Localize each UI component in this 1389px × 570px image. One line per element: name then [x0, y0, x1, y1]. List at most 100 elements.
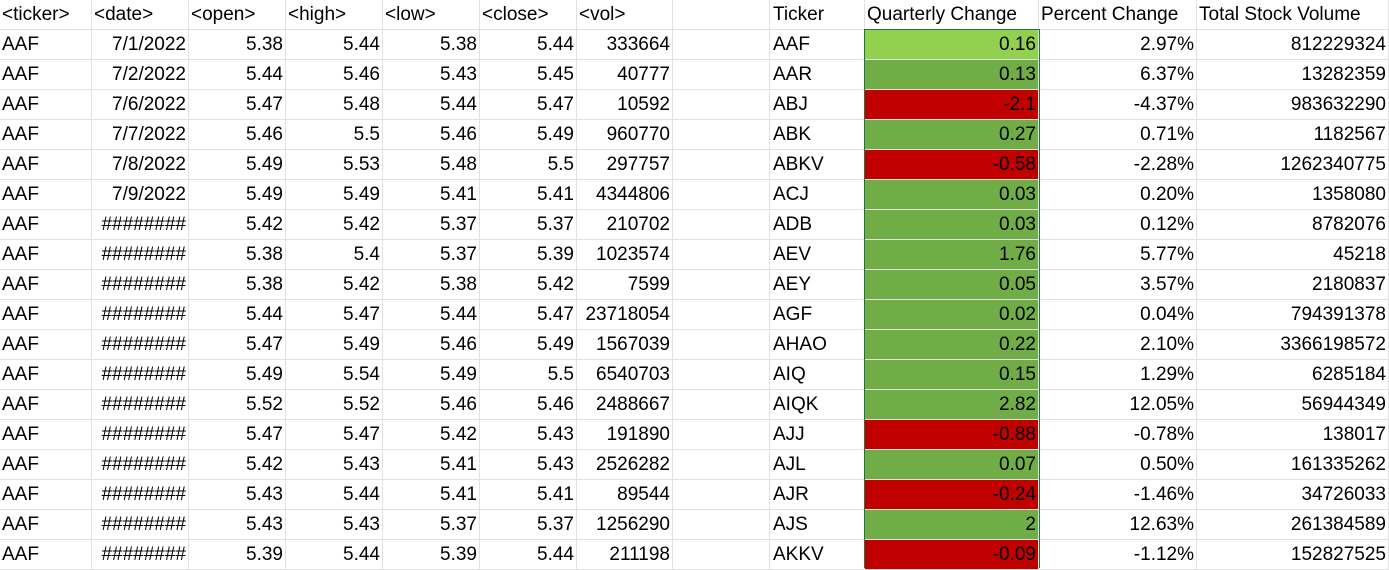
cell-high[interactable]: 5.42	[286, 270, 383, 300]
cell-percent-change[interactable]: -4.37%	[1039, 90, 1197, 120]
empty-cell[interactable]	[673, 150, 770, 180]
cell-date[interactable]: ########	[92, 480, 189, 510]
cell-quarterly-change[interactable]: 0.15	[865, 360, 1039, 390]
cell-total-stock-volume[interactable]: 161335262	[1197, 450, 1389, 480]
cell-quarterly-change[interactable]: -2.1	[865, 90, 1039, 120]
cell-close[interactable]: 5.43	[480, 420, 577, 450]
cell-open[interactable]: 5.39	[189, 540, 286, 570]
cell-date[interactable]: ########	[92, 240, 189, 270]
cell-quarterly-change[interactable]: 1.76	[865, 240, 1039, 270]
cell-low[interactable]: 5.38	[383, 270, 480, 300]
cell-high[interactable]: 5.43	[286, 510, 383, 540]
cell-date[interactable]: ########	[92, 510, 189, 540]
cell-high[interactable]: 5.42	[286, 210, 383, 240]
cell-high[interactable]: 5.47	[286, 420, 383, 450]
cell-high[interactable]: 5.43	[286, 450, 383, 480]
cell-high[interactable]: 5.49	[286, 330, 383, 360]
cell-vol[interactable]: 960770	[577, 120, 673, 150]
cell-open[interactable]: 5.38	[189, 30, 286, 60]
cell-summary-ticker[interactable]: ABKV	[770, 150, 865, 180]
cell-ticker[interactable]: AAF	[0, 330, 92, 360]
cell-open[interactable]: 5.52	[189, 390, 286, 420]
cell-open[interactable]: 5.38	[189, 270, 286, 300]
cell-total-stock-volume[interactable]: 6285184	[1197, 360, 1389, 390]
cell-low[interactable]: 5.46	[383, 330, 480, 360]
cell-ticker[interactable]: AAF	[0, 300, 92, 330]
cell-high[interactable]: 5.44	[286, 30, 383, 60]
header-date[interactable]: <date>	[92, 0, 189, 30]
cell-percent-change[interactable]: 1.29%	[1039, 360, 1197, 390]
cell-summary-ticker[interactable]: AEV	[770, 240, 865, 270]
cell-total-stock-volume[interactable]: 2180837	[1197, 270, 1389, 300]
cell-low[interactable]: 5.37	[383, 240, 480, 270]
cell-vol[interactable]: 2526282	[577, 450, 673, 480]
cell-date[interactable]: 7/8/2022	[92, 150, 189, 180]
cell-summary-ticker[interactable]: AIQ	[770, 360, 865, 390]
cell-ticker[interactable]: AAF	[0, 540, 92, 570]
cell-ticker[interactable]: AAF	[0, 270, 92, 300]
empty-cell[interactable]	[673, 330, 770, 360]
header-ticker[interactable]: <ticker>	[0, 0, 92, 30]
cell-close[interactable]: 5.45	[480, 60, 577, 90]
cell-summary-ticker[interactable]: AKKV	[770, 540, 865, 570]
cell-close[interactable]: 5.46	[480, 390, 577, 420]
cell-high[interactable]: 5.44	[286, 540, 383, 570]
cell-close[interactable]: 5.47	[480, 300, 577, 330]
cell-quarterly-change[interactable]: -0.24	[865, 480, 1039, 510]
cell-open[interactable]: 5.43	[189, 480, 286, 510]
cell-close[interactable]: 5.43	[480, 450, 577, 480]
cell-ticker[interactable]: AAF	[0, 450, 92, 480]
cell-total-stock-volume[interactable]: 138017	[1197, 420, 1389, 450]
header-close[interactable]: <close>	[480, 0, 577, 30]
cell-open[interactable]: 5.49	[189, 180, 286, 210]
cell-low[interactable]: 5.49	[383, 360, 480, 390]
cell-vol[interactable]: 6540703	[577, 360, 673, 390]
cell-low[interactable]: 5.42	[383, 420, 480, 450]
cell-summary-ticker[interactable]: AGF	[770, 300, 865, 330]
cell-date[interactable]: 7/9/2022	[92, 180, 189, 210]
cell-vol[interactable]: 1567039	[577, 330, 673, 360]
cell-high[interactable]: 5.49	[286, 180, 383, 210]
cell-vol[interactable]: 210702	[577, 210, 673, 240]
cell-low[interactable]: 5.46	[383, 390, 480, 420]
cell-vol[interactable]: 211198	[577, 540, 673, 570]
cell-summary-ticker[interactable]: ACJ	[770, 180, 865, 210]
cell-total-stock-volume[interactable]: 152827525	[1197, 540, 1389, 570]
cell-total-stock-volume[interactable]: 1358080	[1197, 180, 1389, 210]
cell-vol[interactable]: 40777	[577, 60, 673, 90]
cell-total-stock-volume[interactable]: 3366198572	[1197, 330, 1389, 360]
header-low[interactable]: <low>	[383, 0, 480, 30]
cell-vol[interactable]: 333664	[577, 30, 673, 60]
cell-date[interactable]: ########	[92, 420, 189, 450]
cell-close[interactable]: 5.5	[480, 360, 577, 390]
cell-vol[interactable]: 297757	[577, 150, 673, 180]
cell-quarterly-change[interactable]: -0.09	[865, 540, 1039, 570]
cell-high[interactable]: 5.52	[286, 390, 383, 420]
cell-date[interactable]: 7/1/2022	[92, 30, 189, 60]
cell-high[interactable]: 5.47	[286, 300, 383, 330]
cell-quarterly-change[interactable]: -0.58	[865, 150, 1039, 180]
cell-total-stock-volume[interactable]: 261384589	[1197, 510, 1389, 540]
cell-percent-change[interactable]: 2.97%	[1039, 30, 1197, 60]
cell-low[interactable]: 5.46	[383, 120, 480, 150]
cell-date[interactable]: ########	[92, 270, 189, 300]
cell-date[interactable]: ########	[92, 540, 189, 570]
cell-high[interactable]: 5.4	[286, 240, 383, 270]
cell-low[interactable]: 5.37	[383, 510, 480, 540]
cell-close[interactable]: 5.37	[480, 510, 577, 540]
empty-cell[interactable]	[673, 180, 770, 210]
cell-percent-change[interactable]: 0.04%	[1039, 300, 1197, 330]
cell-date[interactable]: 7/6/2022	[92, 90, 189, 120]
cell-percent-change[interactable]: 3.57%	[1039, 270, 1197, 300]
cell-date[interactable]: ########	[92, 330, 189, 360]
empty-cell[interactable]	[673, 60, 770, 90]
empty-cell[interactable]	[673, 300, 770, 330]
cell-date[interactable]: 7/2/2022	[92, 60, 189, 90]
cell-total-stock-volume[interactable]: 1262340775	[1197, 150, 1389, 180]
empty-cell[interactable]	[673, 0, 770, 30]
cell-low[interactable]: 5.44	[383, 90, 480, 120]
cell-summary-ticker[interactable]: AJL	[770, 450, 865, 480]
cell-close[interactable]: 5.41	[480, 180, 577, 210]
cell-vol[interactable]: 23718054	[577, 300, 673, 330]
empty-cell[interactable]	[673, 450, 770, 480]
